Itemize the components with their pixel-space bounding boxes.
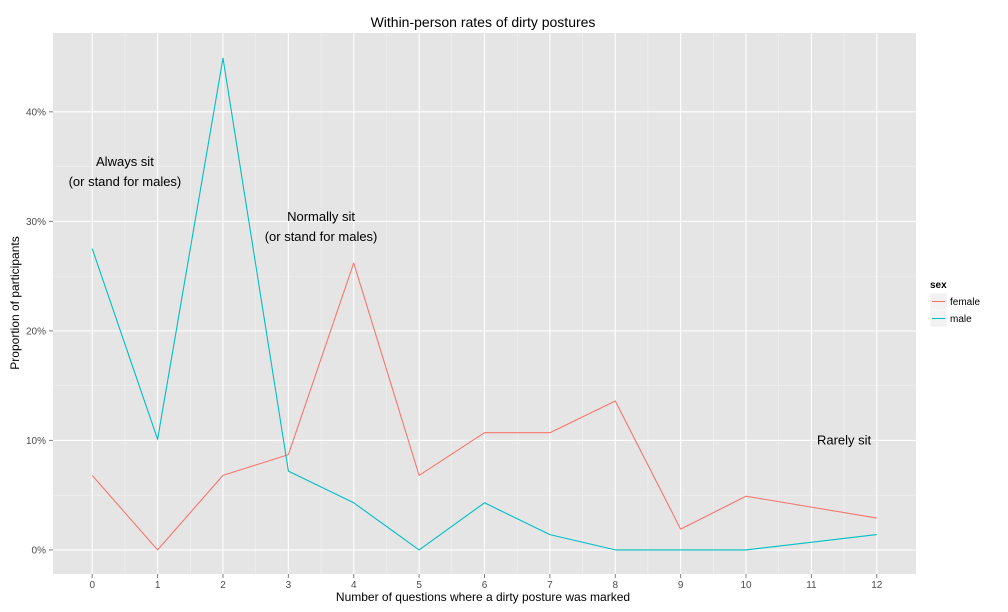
x-tick-label: 1 [155,580,161,591]
x-axis: 0 1 2 3 4 5 6 7 8 9 10 11 12 [89,574,883,591]
y-tick-label: 0% [32,545,47,556]
x-tick-label: 11 [806,580,817,591]
annotation-text: Rarely sit [817,432,872,447]
x-tick-label: 0 [89,580,95,591]
series-layer [91,57,877,551]
annotation-layer: Always sit (or stand for males) Normally s… [69,154,872,447]
x-tick-label: 4 [351,580,357,591]
y-axis-title: Proportion of participants [8,236,22,369]
annotation-text: (or stand for males) [69,174,182,189]
series-line-female [91,262,877,551]
x-tick-label: 9 [678,580,684,591]
x-tick-label: 2 [220,580,226,591]
chart-title: Within-person rates of dirty postures [371,14,596,30]
annotation-text: Normally sit [287,209,355,224]
legend-title: sex [930,280,947,291]
x-tick-label: 7 [547,580,553,591]
x-axis-title: Number of questions where a dirty postur… [336,590,630,604]
x-tick-label: 8 [612,580,618,591]
y-tick-label: 40% [26,107,46,118]
x-tick-label: 10 [740,580,752,591]
x-tick-label: 5 [416,580,422,591]
y-tick-label: 10% [26,436,46,447]
y-tick-label: 30% [26,217,46,228]
major-gridlines [53,33,916,574]
annotation-text: Always sit [96,154,154,169]
x-tick-label: 6 [482,580,488,591]
legend-label-male: male [950,314,972,325]
series-line-male [91,57,877,551]
y-axis: 0% 10% 20% 30% 40% [26,107,53,556]
legend: sex female male [929,280,980,328]
y-tick-label: 20% [26,326,46,337]
annotation-text: (or stand for males) [265,229,378,244]
x-tick-label: 3 [286,580,292,591]
legend-label-female: female [950,297,980,308]
x-tick-label: 12 [871,580,883,591]
